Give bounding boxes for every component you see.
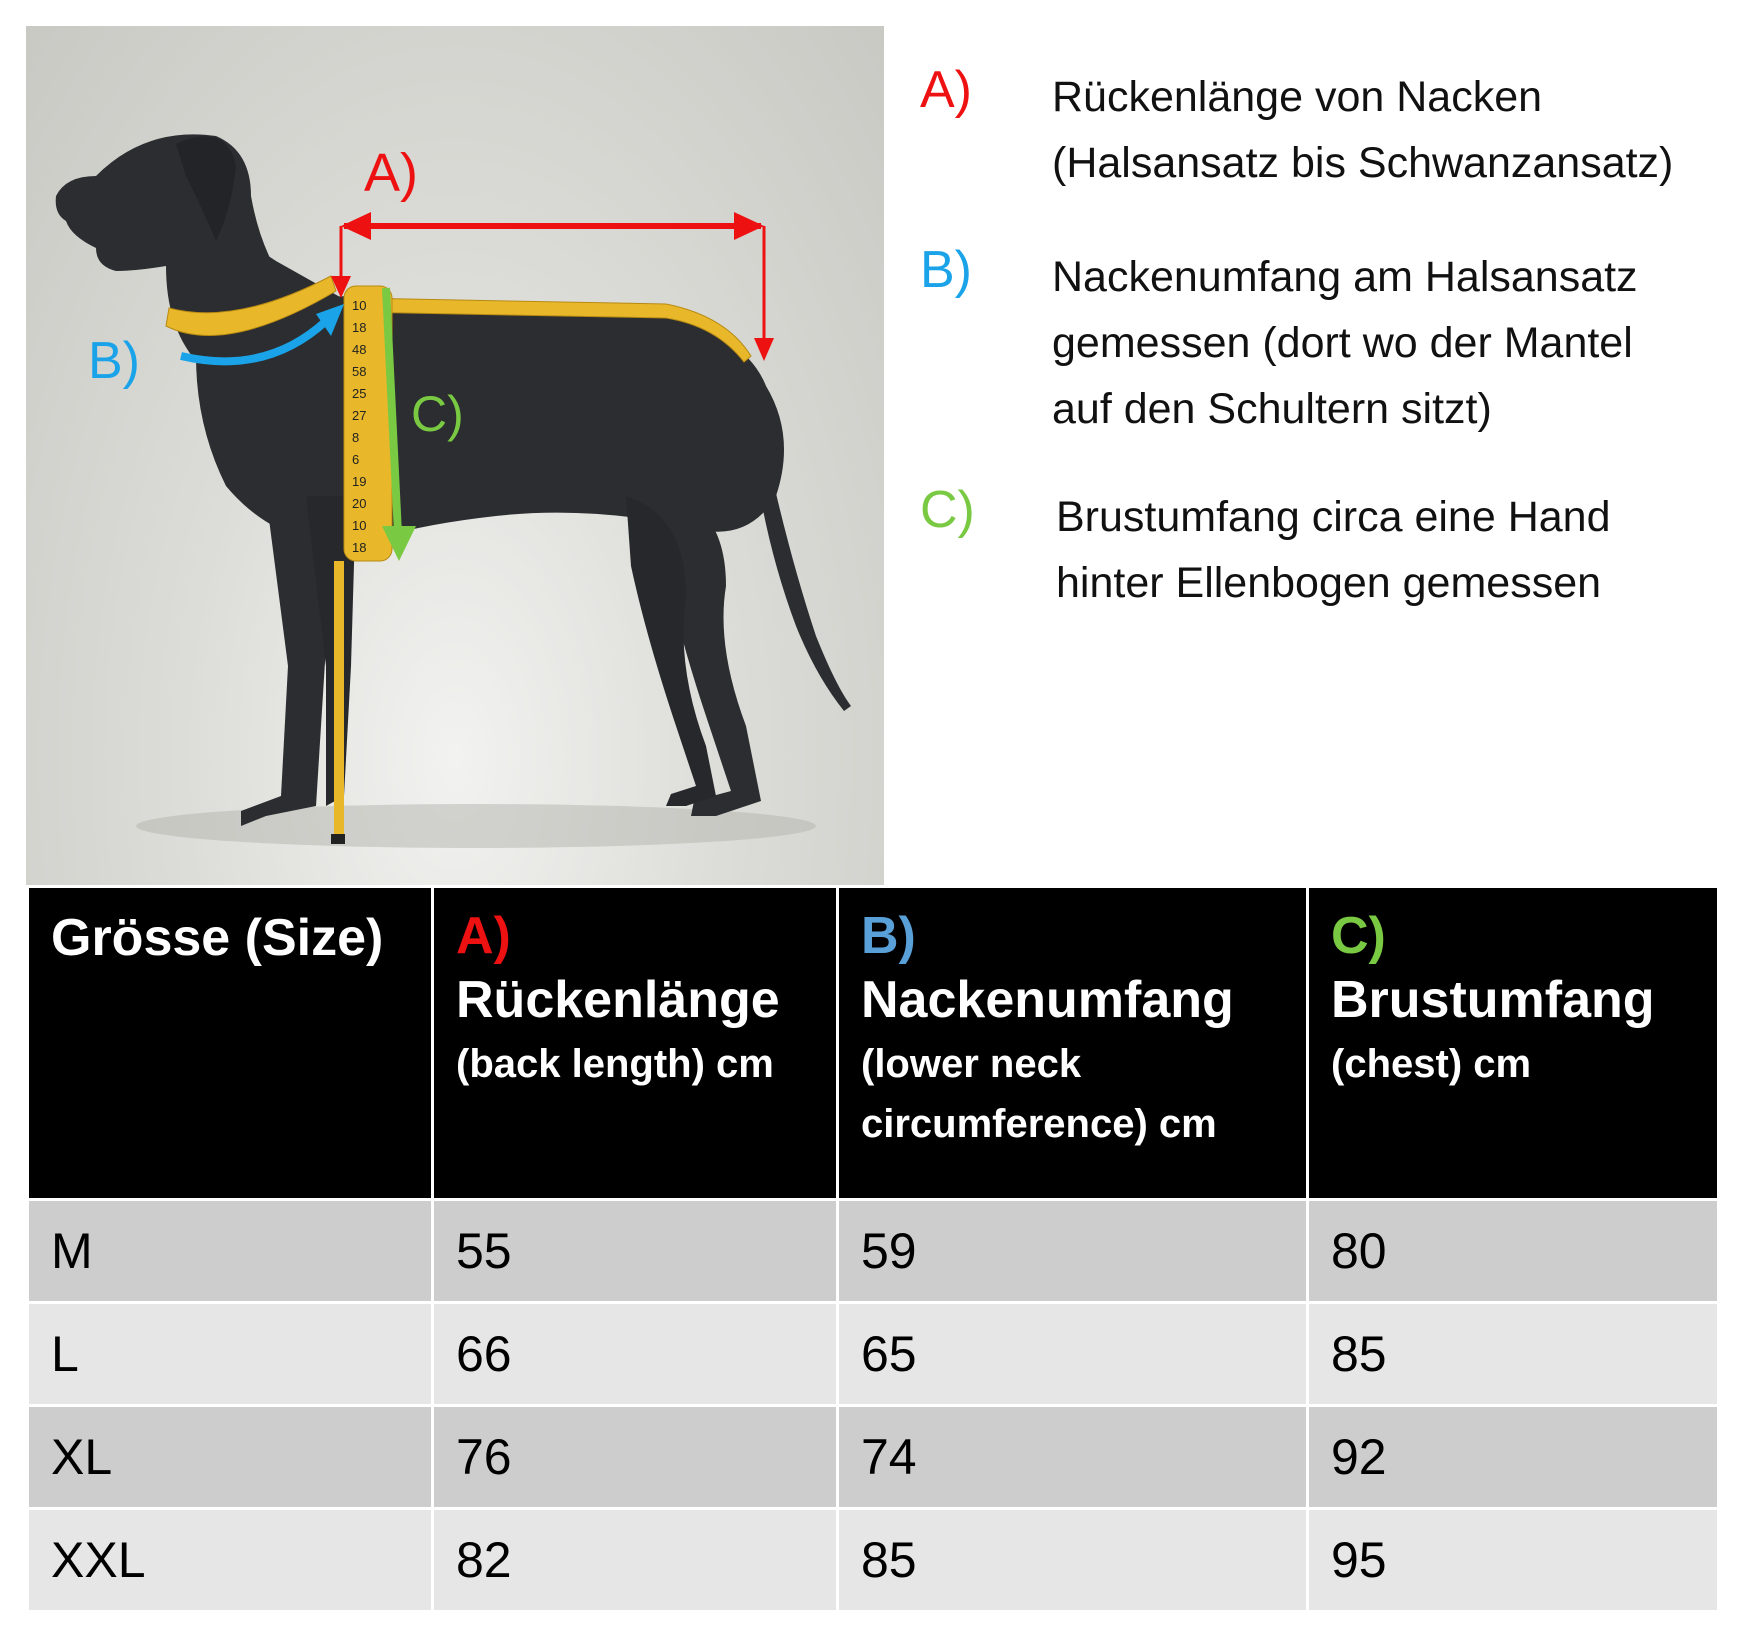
header-size: Grösse (Size) <box>26 885 434 1201</box>
legend-letter-c: C) <box>920 481 975 539</box>
header-name-a: Rückenlänge <box>456 971 780 1029</box>
tape-end-clip <box>331 834 345 844</box>
table-row: L 66 65 85 <box>26 1301 1720 1407</box>
table-row: M 55 59 80 <box>26 1198 1720 1304</box>
tape-number: 18 <box>352 540 366 555</box>
legend-text-a: Rückenlänge von Nacken (Halsansatz bis S… <box>1052 73 1674 187</box>
dog-silhouette <box>55 134 851 826</box>
header-letter-a: A) <box>456 907 511 965</box>
cell-neck: 59 <box>836 1198 1309 1304</box>
header-back-length: A) Rückenlänge (back length) cm <box>431 885 839 1201</box>
floor-shadow <box>136 804 816 848</box>
cell-size: XXL <box>26 1507 434 1613</box>
header-name-b: Nackenumfang <box>861 971 1234 1029</box>
tape-number: 58 <box>352 364 366 379</box>
table-row: XXL 82 85 95 <box>26 1507 1720 1613</box>
tape-number: 18 <box>352 320 366 335</box>
cell-chest: 92 <box>1306 1404 1720 1510</box>
tape-number: 25 <box>352 386 366 401</box>
size-table: Grösse (Size) A) Rückenlänge (back lengt… <box>26 885 1720 1613</box>
cell-neck: 65 <box>836 1301 1309 1407</box>
header-neck: B) Nackenumfang (lower neck circumferenc… <box>836 885 1309 1201</box>
tape-number: 6 <box>352 452 359 467</box>
diagram-label-c: C) <box>411 386 464 442</box>
legend-text-c: Brustumfang circa eine Hand hinter Ellen… <box>1056 493 1611 607</box>
arrow-c-head <box>382 526 416 561</box>
cell-neck: 85 <box>836 1507 1309 1613</box>
cell-chest: 95 <box>1306 1507 1720 1613</box>
cell-size: M <box>26 1198 434 1304</box>
cell-back-length: 55 <box>431 1198 839 1304</box>
legend-text-b: Nackenumfang am Halsansatz gemessen (dor… <box>1052 253 1638 433</box>
cell-back-length: 66 <box>431 1301 839 1407</box>
cell-neck: 74 <box>836 1404 1309 1510</box>
arrow-a <box>331 212 774 361</box>
tape-number: 27 <box>352 408 366 423</box>
header-size-label: Grösse (Size) <box>51 909 384 967</box>
arrow-c <box>382 287 402 535</box>
header-sub-a: (back length) cm <box>456 1042 774 1086</box>
back-tape <box>355 297 752 363</box>
tape-number: 48 <box>352 342 366 357</box>
tape-number: 10 <box>352 518 366 533</box>
tape-number: 8 <box>352 430 359 445</box>
table-row: XL 76 74 92 <box>26 1404 1720 1510</box>
cell-size: L <box>26 1301 434 1407</box>
dog-measurement-photo: 10 18 48 58 25 27 8 6 19 20 10 18 A) B) <box>26 26 884 886</box>
header-chest: C) Brustumfang (chest) cm <box>1306 885 1720 1201</box>
tape-number: 20 <box>352 496 366 511</box>
cell-chest: 80 <box>1306 1198 1720 1304</box>
cell-size: XL <box>26 1404 434 1510</box>
hanging-tape <box>334 561 344 836</box>
arrow-b-head <box>316 304 344 336</box>
tape-numbers: 10 18 48 58 25 27 8 6 19 20 10 18 <box>352 298 366 555</box>
header-letter-c: C) <box>1331 907 1386 965</box>
header-name-c: Brustumfang <box>1331 971 1655 1029</box>
tape-number: 19 <box>352 474 366 489</box>
diagram-label-b: B) <box>88 332 140 390</box>
header-sub-c: (chest) cm <box>1331 1042 1532 1086</box>
cell-back-length: 76 <box>431 1404 839 1510</box>
header-sub-b: (lower neck circumference) cm <box>861 1042 1217 1146</box>
header-letter-b: B) <box>861 907 916 965</box>
legend-letter-b: B) <box>920 241 972 299</box>
table-header-row: Grösse (Size) A) Rückenlänge (back lengt… <box>26 885 1720 1201</box>
arrow-b <box>180 318 329 366</box>
legend-letter-a: A) <box>920 61 972 119</box>
tape-number: 10 <box>352 298 366 313</box>
diagram-label-a: A) <box>364 143 418 203</box>
cell-chest: 85 <box>1306 1301 1720 1407</box>
cell-back-length: 82 <box>431 1507 839 1613</box>
dog-illustration: 10 18 48 58 25 27 8 6 19 20 10 18 A) B) <box>55 134 851 848</box>
